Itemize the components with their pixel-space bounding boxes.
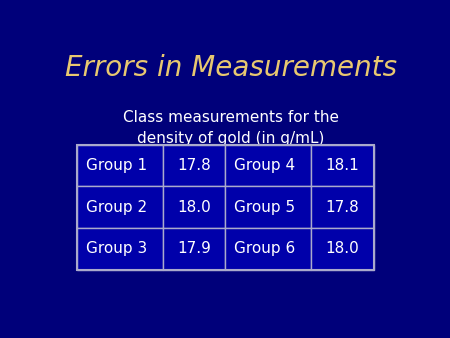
Bar bbox=[77, 186, 163, 228]
Text: Errors in Measurements: Errors in Measurements bbox=[64, 54, 397, 81]
Bar bbox=[311, 186, 374, 228]
Bar bbox=[225, 228, 311, 270]
Bar bbox=[163, 228, 225, 270]
Bar bbox=[225, 186, 311, 228]
Text: Group 1: Group 1 bbox=[86, 158, 147, 173]
Text: 18.1: 18.1 bbox=[326, 158, 360, 173]
Text: Group 4: Group 4 bbox=[234, 158, 295, 173]
Bar bbox=[77, 145, 163, 186]
Text: Group 6: Group 6 bbox=[234, 241, 295, 256]
Text: Group 3: Group 3 bbox=[86, 241, 147, 256]
Text: Group 2: Group 2 bbox=[86, 200, 147, 215]
Text: 18.0: 18.0 bbox=[177, 200, 211, 215]
Text: 17.8: 17.8 bbox=[326, 200, 360, 215]
Bar bbox=[225, 145, 311, 186]
Text: Group 5: Group 5 bbox=[234, 200, 295, 215]
Bar bbox=[311, 145, 374, 186]
Text: 18.0: 18.0 bbox=[326, 241, 360, 256]
Bar bbox=[163, 145, 225, 186]
Bar bbox=[77, 145, 373, 270]
Bar bbox=[77, 228, 163, 270]
Bar bbox=[163, 186, 225, 228]
Text: 17.8: 17.8 bbox=[177, 158, 211, 173]
Text: Class measurements for the
density of gold (in g/mL): Class measurements for the density of go… bbox=[122, 110, 338, 146]
Text: 17.9: 17.9 bbox=[177, 241, 211, 256]
Bar bbox=[311, 228, 374, 270]
